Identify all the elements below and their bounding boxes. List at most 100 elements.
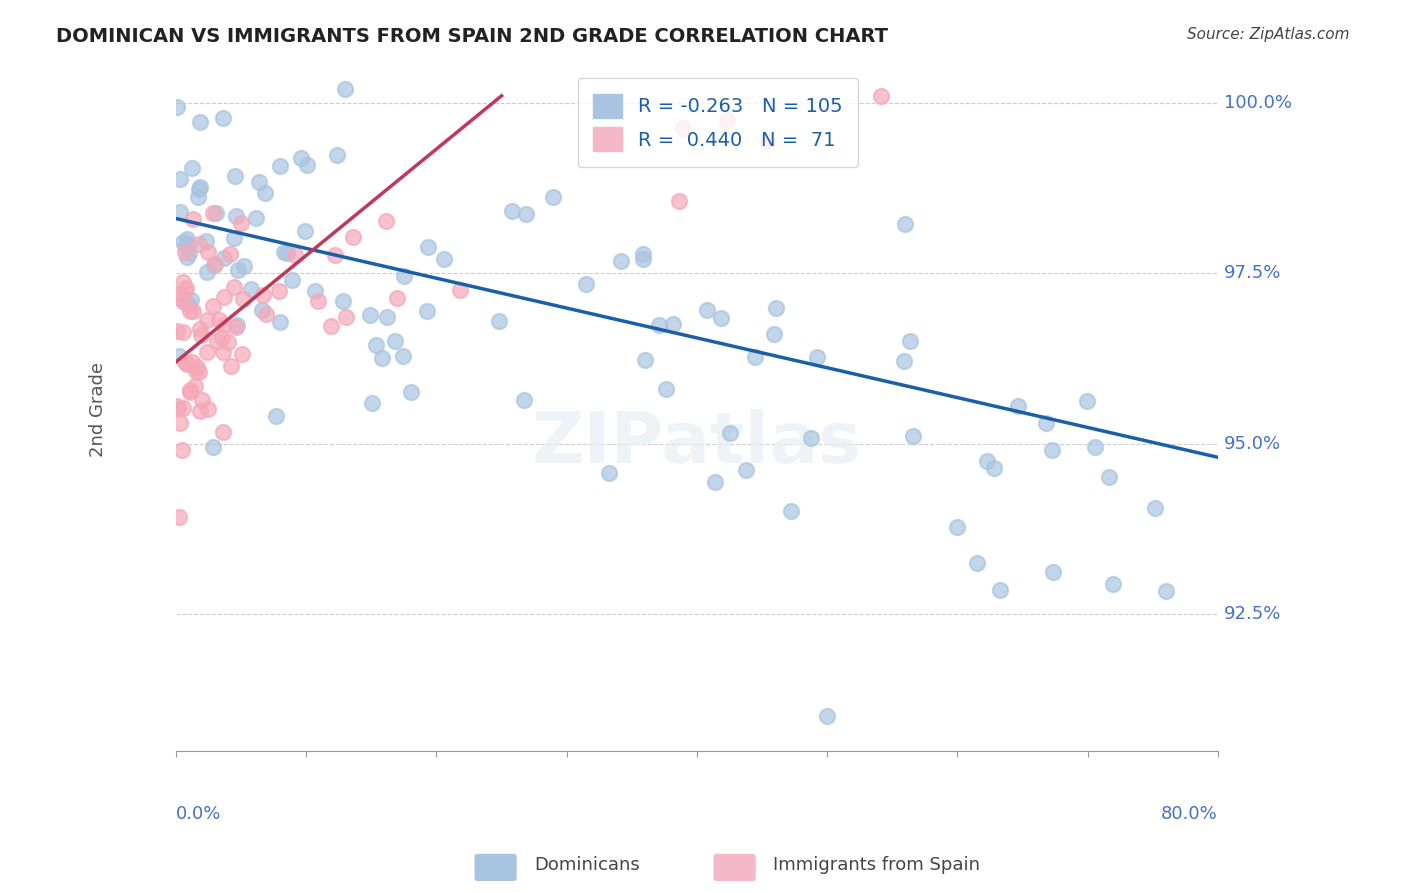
Point xyxy=(226,263,249,277)
Point xyxy=(195,313,218,327)
Point xyxy=(1076,394,1098,409)
Point xyxy=(294,224,316,238)
Point xyxy=(188,180,211,194)
Point xyxy=(290,152,312,166)
Point xyxy=(188,365,211,379)
Point xyxy=(180,293,202,308)
Point xyxy=(672,121,695,136)
Point xyxy=(166,400,188,414)
Point xyxy=(167,401,190,416)
Point xyxy=(225,210,247,224)
Point xyxy=(598,466,620,480)
Point xyxy=(188,237,211,252)
Point xyxy=(225,320,247,334)
Point xyxy=(186,363,208,377)
Point xyxy=(172,401,194,415)
Point xyxy=(167,292,190,306)
Point xyxy=(167,350,190,364)
Point xyxy=(983,461,1005,475)
Point xyxy=(247,175,270,189)
Text: 2nd Grade: 2nd Grade xyxy=(89,362,107,457)
Point xyxy=(169,416,191,430)
Point xyxy=(696,302,718,317)
Point xyxy=(976,454,998,468)
Point xyxy=(217,334,239,349)
Point xyxy=(780,504,803,518)
Point xyxy=(194,235,217,249)
Point xyxy=(342,229,364,244)
Text: 0.0%: 0.0% xyxy=(176,805,221,823)
Point xyxy=(188,404,211,418)
Point xyxy=(304,285,326,299)
Point xyxy=(254,307,277,321)
Point xyxy=(172,442,194,457)
Point xyxy=(197,244,219,259)
Point xyxy=(946,520,969,534)
Point xyxy=(449,283,471,297)
Point xyxy=(1035,416,1057,430)
Point xyxy=(187,190,209,204)
Point xyxy=(281,273,304,287)
Point xyxy=(384,334,406,349)
Point xyxy=(359,308,381,322)
Point xyxy=(195,344,218,359)
Point xyxy=(1156,584,1178,599)
Point xyxy=(610,253,633,268)
Text: 80.0%: 80.0% xyxy=(1161,805,1218,823)
Point xyxy=(212,318,235,332)
Point xyxy=(307,294,329,309)
Point xyxy=(173,355,195,369)
Point xyxy=(219,359,242,373)
Point xyxy=(273,245,295,260)
Text: Source: ZipAtlas.com: Source: ZipAtlas.com xyxy=(1187,27,1350,42)
Point xyxy=(295,158,318,172)
Point xyxy=(870,88,893,103)
Point xyxy=(765,301,787,316)
Point xyxy=(735,463,758,477)
Point xyxy=(229,216,252,230)
Point xyxy=(575,277,598,292)
Text: DOMINICAN VS IMMIGRANTS FROM SPAIN 2ND GRADE CORRELATION CHART: DOMINICAN VS IMMIGRANTS FROM SPAIN 2ND G… xyxy=(56,27,889,45)
Point xyxy=(716,113,738,128)
Point xyxy=(276,245,298,260)
Point xyxy=(166,100,188,114)
Point xyxy=(212,112,235,126)
Point xyxy=(326,148,349,162)
Point xyxy=(631,252,654,266)
Point xyxy=(240,282,263,296)
Point xyxy=(501,203,523,218)
Point xyxy=(655,382,678,396)
Text: Immigrants from Spain: Immigrants from Spain xyxy=(773,856,980,874)
Point xyxy=(222,280,245,294)
Point xyxy=(214,251,236,265)
Point xyxy=(177,236,200,251)
Point xyxy=(541,190,564,204)
Point xyxy=(333,82,356,96)
Point xyxy=(703,475,725,489)
Point xyxy=(800,431,823,445)
Point xyxy=(1102,577,1125,591)
Text: 97.5%: 97.5% xyxy=(1225,264,1282,282)
Point xyxy=(284,247,307,261)
Point xyxy=(710,311,733,326)
Point xyxy=(901,429,924,443)
Point xyxy=(176,232,198,246)
Point xyxy=(966,556,988,570)
Point xyxy=(988,582,1011,597)
Point xyxy=(762,327,785,342)
Point xyxy=(195,265,218,279)
Point xyxy=(176,250,198,264)
Point xyxy=(173,295,195,310)
Point xyxy=(212,345,235,359)
Point xyxy=(1042,565,1064,579)
Point xyxy=(662,317,685,331)
Point xyxy=(416,240,439,254)
Point xyxy=(212,425,235,439)
Point xyxy=(224,169,246,184)
Point xyxy=(176,357,198,371)
Point xyxy=(371,351,394,366)
Point xyxy=(188,114,211,128)
Point xyxy=(179,383,201,397)
Point xyxy=(648,318,671,332)
Point xyxy=(335,310,357,325)
